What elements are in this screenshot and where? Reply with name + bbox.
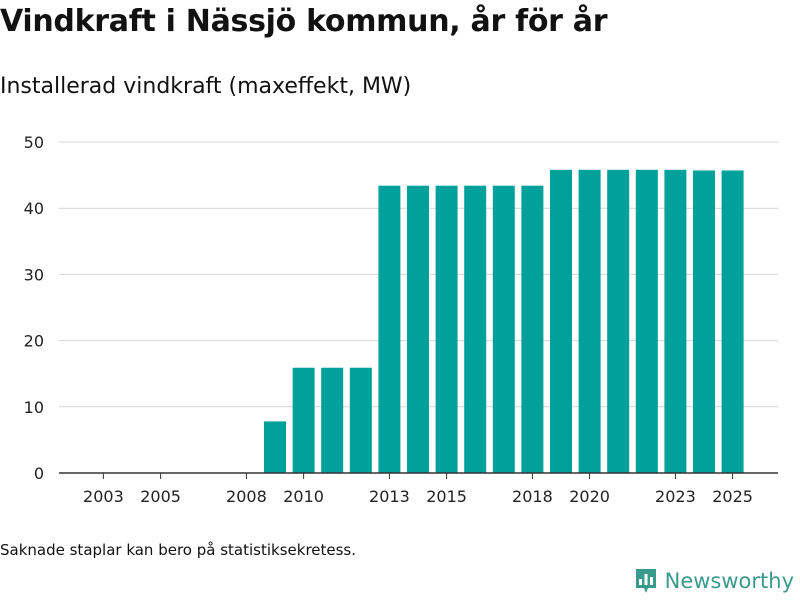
bar-2013 xyxy=(378,185,401,473)
bar-2022 xyxy=(635,169,658,473)
x-tick-label: 2020 xyxy=(569,487,610,506)
y-tick-label: 50 xyxy=(24,133,44,152)
x-tick-label: 2015 xyxy=(426,487,467,506)
x-tick-label: 2005 xyxy=(140,487,181,506)
x-tick-label: 2018 xyxy=(512,487,553,506)
x-tick-label: 2013 xyxy=(369,487,410,506)
bar-2011 xyxy=(321,367,344,473)
bar-2012 xyxy=(349,367,372,473)
bar-2019 xyxy=(550,169,572,473)
footnote: Saknade staplar kan bero på statistiksek… xyxy=(0,541,357,559)
y-tick-label: 20 xyxy=(24,332,44,351)
bar-2021 xyxy=(607,169,630,473)
bar-2009 xyxy=(264,421,286,473)
bar-2024 xyxy=(693,170,715,473)
y-tick-label: 0 xyxy=(34,464,44,483)
chart-title: Vindkraft i Nässjö kommun, år för år xyxy=(0,4,608,39)
bar-2025 xyxy=(721,170,744,473)
y-tick-label: 40 xyxy=(24,199,44,218)
chart-subtitle: Installerad vindkraft (maxeffekt, MW) xyxy=(0,74,412,99)
y-tick-label: 10 xyxy=(24,398,44,417)
bar-2017 xyxy=(492,185,515,473)
bar-2018 xyxy=(521,185,544,473)
bars xyxy=(264,169,744,473)
x-tick-label: 2023 xyxy=(655,487,696,506)
brand-name: Newsworthy xyxy=(664,569,794,593)
bar-2023 xyxy=(664,169,687,473)
x-tick-label: 2010 xyxy=(283,487,324,506)
brand[interactable]: Newsworthy xyxy=(635,568,794,594)
bar-2016 xyxy=(464,185,487,473)
x-axis-ticks: 2003 2005 2008 2010 2013 2015 2018 2020 2023 2025 xyxy=(83,473,753,506)
newsworthy-logo-icon xyxy=(635,569,656,593)
y-tick-label: 30 xyxy=(24,265,44,284)
x-tick-label: 2025 xyxy=(712,487,753,506)
x-tick-label: 2008 xyxy=(226,487,267,506)
bar-2020 xyxy=(578,169,601,473)
x-tick-label: 2003 xyxy=(83,487,124,506)
y-axis-ticks: 0 10 20 30 40 50 xyxy=(24,133,44,483)
bar-2014 xyxy=(407,185,429,473)
bar-2015 xyxy=(435,185,458,473)
bar-2010 xyxy=(292,367,315,473)
